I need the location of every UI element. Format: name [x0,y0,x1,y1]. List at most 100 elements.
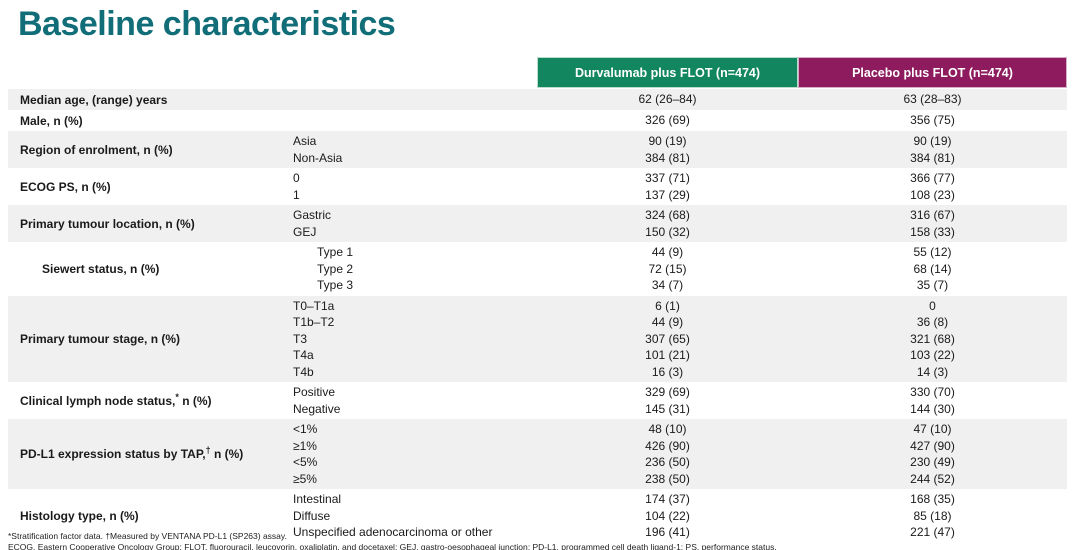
row-values-durvalumab: 6 (1) 44 (9) 307 (65) 101 (21) 16 (3) [537,298,798,381]
cell-value: 196 (41) [645,525,690,539]
row-values-placebo: 168 (35) 85 (18) 221 (47) [798,491,1067,541]
table-row: Histology type, n (%) Intestinal Diffuse U… [8,489,1067,543]
row-label-text: Median age, (range) years [20,92,168,107]
cell-value: 35 (7) [916,278,949,292]
cell-value: 6 (1) [655,298,680,313]
cell-value: 329 (69) [645,385,690,399]
row-subcategories: Type 1 Type 2 Type 3 [293,244,537,294]
table-row: Region of enrolment, n (%) Asia Non-Asia … [8,131,1067,168]
cell-value: 44 (9) [651,315,684,329]
row-label: Primary tumour stage, n (%) [8,298,293,381]
subcategory-label: GEJ [293,224,317,239]
subcategory-label: <5% [293,455,318,469]
cell-value: 72 (15) [648,261,687,276]
row-label: Male, n (%) [8,112,293,129]
cell-value: 55 (12) [913,245,952,259]
cell-value: 307 (65) [645,331,690,346]
row-label: Histology type, n (%) [8,491,293,541]
footnote-line: *Stratification factor data. †Measured b… [8,531,287,541]
row-values-durvalumab: 62 (26–84) [537,91,798,108]
table-body: Median age, (range) years 62 (26–84) 63 … [8,89,1067,543]
cell-value: 137 (29) [645,187,690,202]
cell-value: 90 (19) [648,134,687,148]
cell-value: 230 (49) [910,455,955,469]
table-header-row: Durvalumab plus FLOT (n=474) Placebo plu… [8,57,1067,88]
row-label-suffix: n (%) [210,447,244,461]
column-header-placebo: Placebo plus FLOT (n=474) [798,57,1067,88]
footnotes: *Stratification factor data. †Measured b… [8,531,1072,550]
row-label-text: Primary tumour stage, n (%) [20,331,181,346]
cell-value: 174 (37) [645,492,690,506]
cell-value: 221 (47) [910,525,955,539]
subcategory-label: Type 3 [317,278,354,292]
row-subcategories: Asia Non-Asia [293,133,537,166]
row-label-text: ECOG PS, n (%) [20,179,111,194]
row-label: PD-L1 expression status by TAP,† n (%) [8,421,293,487]
row-values-durvalumab: 174 (37) 104 (22) 196 (41) [537,491,798,541]
subcategory-label: Positive [293,385,336,399]
cell-value: 48 (10) [648,422,687,436]
cell-value: 16 (3) [651,364,684,379]
cell-value: 90 (19) [913,134,952,148]
cell-value: 36 (8) [916,315,949,329]
row-label-text: Male, n (%) [20,113,83,128]
row-label-suffix: n (%) [178,393,212,408]
cell-value: 85 (18) [913,508,952,523]
row-label-text: Region of enrolment, n (%) [20,142,173,157]
row-label: Siewert status, n (%) [8,244,293,294]
column-header-durvalumab: Durvalumab plus FLOT (n=474) [537,57,798,88]
row-subcategories [293,112,537,129]
cell-value: 145 (31) [645,401,690,416]
row-subcategories: T0–T1a T1b–T2 T3 T4a T4b [293,298,537,381]
row-values-placebo: 356 (75) [798,112,1067,129]
row-label: ECOG PS, n (%) [8,170,293,203]
cell-value: 63 (28–83) [903,92,962,106]
cell-value: 238 (50) [645,471,690,486]
cell-value: 108 (23) [910,187,955,202]
subcategory-label: 0 [293,171,300,185]
cell-value: 47 (10) [913,422,952,436]
row-label-text: Primary tumour location, n (%) [20,216,195,231]
subcategory-label: 1 [293,187,300,202]
cell-value: 104 (22) [645,508,690,523]
row-subcategories [293,91,537,108]
cell-value: 68 (14) [913,261,952,276]
subcategory-label: ≥5% [293,471,317,486]
cell-value: 321 (68) [910,331,955,346]
subcategory-label: Asia [293,134,317,148]
subcategory-label: T0–T1a [293,298,335,313]
row-label: Median age, (range) years [8,91,293,108]
row-values-placebo: 366 (77) 108 (23) [798,170,1067,203]
row-label-text: Clinical lymph node status, [20,393,176,408]
cell-value: 103 (22) [910,348,955,362]
row-label: Region of enrolment, n (%) [8,133,293,166]
table-row: Primary tumour stage, n (%) T0–T1a T1b–T2… [8,295,1067,382]
baseline-characteristics-table: Durvalumab plus FLOT (n=474) Placebo plu… [8,57,1067,543]
subcategory-label: Intestinal [293,492,342,506]
cell-value: 427 (90) [910,438,955,453]
cell-value: 384 (81) [645,150,690,165]
cell-value: 101 (21) [645,348,690,362]
row-label-superscript: * [175,391,179,402]
table-row: Primary tumour location, n (%) Gastric GE… [8,205,1067,242]
row-subcategories: Intestinal Diffuse Unspecified adenocarcin… [293,491,537,541]
cell-value: 158 (33) [910,224,955,239]
row-subcategories: Gastric GEJ [293,207,537,240]
row-values-placebo: 63 (28–83) [798,91,1067,108]
row-values-placebo: 55 (12) 68 (14) 35 (7) [798,244,1067,294]
subcategory-label: Unspecified adenocarcinoma or other [293,525,493,539]
row-values-placebo: 316 (67) 158 (33) [798,207,1067,240]
subcategory-label: <1% [293,422,318,436]
subcategory-label: Gastric [293,208,332,222]
slide: Baseline characteristics Durvalumab plus… [0,5,1080,550]
row-label-superscript: † [205,445,211,455]
row-subcategories: Positive Negative [293,384,537,417]
subcategory-label: T1b–T2 [293,315,335,329]
subcategory-label: Diffuse [293,508,331,523]
cell-value: 326 (69) [645,113,690,127]
row-values-durvalumab: 324 (68) 150 (32) [537,207,798,240]
row-values-durvalumab: 48 (10) 426 (90) 236 (50) 238 (50) [537,421,798,487]
header-spacer [293,57,537,88]
row-label-text: Siewert status, n (%) [42,261,160,276]
